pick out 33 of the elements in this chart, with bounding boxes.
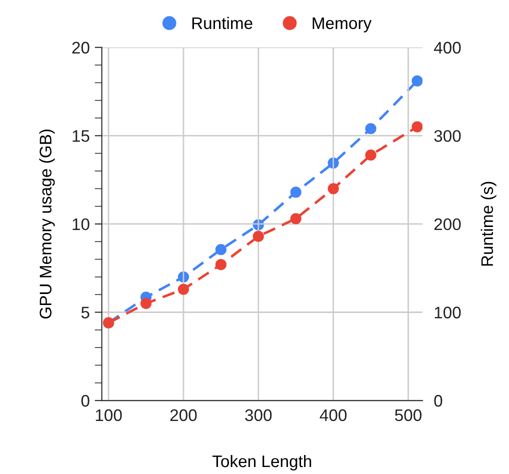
point (328, 183, 339, 194)
point (252, 230, 264, 242)
x-tick-label: 300 (245, 409, 272, 422)
point (178, 271, 190, 282)
point (412, 121, 422, 132)
y2-tick-label: 100 (434, 306, 461, 318)
y-tick-label: 0 (81, 394, 90, 407)
point (140, 298, 152, 309)
x-axis-title: Token Length (212, 454, 312, 470)
x-tick-label: 500 (395, 409, 422, 422)
y2-axis-title: Runtime (s) (480, 182, 496, 266)
x-tick-label: 100 (96, 409, 122, 422)
legend-label: Memory (312, 17, 372, 32)
point (290, 213, 302, 224)
point (365, 123, 376, 134)
y2-tick-label: 0 (434, 394, 442, 407)
y-tick-label: 20 (72, 42, 90, 54)
point (290, 186, 302, 198)
y2-tick-label: 200 (434, 218, 461, 230)
y-tick-label: 15 (72, 130, 90, 142)
point (215, 244, 226, 256)
x-tick-label: 400 (320, 409, 347, 422)
x-tick-label: 200 (170, 409, 197, 422)
y-axis-title: GPU Memory usage (GB) (39, 130, 55, 319)
y2-tick-label: 400 (434, 42, 461, 54)
y-tick-label: 5 (81, 306, 90, 318)
y-tick-label: 10 (72, 218, 90, 230)
point (215, 259, 226, 270)
point (365, 150, 376, 161)
point (178, 284, 190, 295)
point (412, 75, 422, 87)
y2-tick-label: 300 (434, 130, 461, 142)
legend-label: Runtime (192, 16, 252, 30)
